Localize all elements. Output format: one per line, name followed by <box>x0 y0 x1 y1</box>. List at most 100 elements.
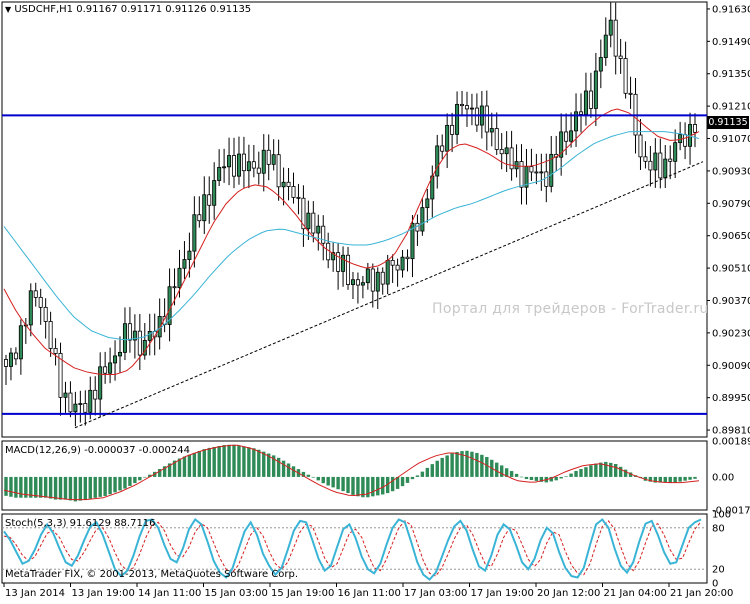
macd-bar <box>148 474 152 477</box>
macd-bar <box>366 476 370 498</box>
candle-body <box>222 166 227 169</box>
candle-body <box>271 154 276 165</box>
stoch-tick-label: 0 <box>712 579 718 590</box>
candle-body <box>400 256 405 271</box>
candle-body <box>118 351 123 357</box>
candle-body <box>455 103 460 135</box>
macd-bar <box>495 462 499 477</box>
macd-bar <box>68 476 73 501</box>
macd-bar <box>465 450 469 477</box>
candle-body <box>598 57 603 72</box>
macd-bar <box>182 456 187 477</box>
macd-bar <box>519 476 524 478</box>
candle-body <box>13 352 18 360</box>
macd-bar <box>609 462 613 477</box>
candle-body <box>549 153 554 187</box>
macd-bar <box>336 476 340 490</box>
macd-bar <box>262 451 266 477</box>
candle-body <box>663 158 668 179</box>
candle-body <box>445 124 450 152</box>
macd-bar <box>19 476 23 498</box>
macd-bar <box>276 457 281 477</box>
macd-bar <box>98 476 102 497</box>
macd-bar <box>460 451 464 477</box>
price-tick-label: 0.90370 <box>712 296 750 307</box>
candle-body <box>350 279 355 285</box>
macd-bar <box>688 476 692 480</box>
macd-bar <box>341 476 345 492</box>
macd-bar <box>138 476 142 481</box>
symbol-timeframe: USDCHF,H1 <box>14 4 74 15</box>
candle-body <box>588 90 593 109</box>
candle-body <box>380 271 385 285</box>
candle-body <box>18 325 23 360</box>
macd-bar <box>584 467 588 477</box>
macd-bar <box>594 463 598 477</box>
stoch-tick-label: 20 <box>712 565 725 576</box>
candle-body <box>514 161 519 170</box>
stoch-panel-frame <box>1 513 708 584</box>
candle-body <box>559 131 564 158</box>
candle-body <box>583 90 588 115</box>
macd-bar <box>361 476 365 498</box>
price-tick-label: 0.89950 <box>712 393 750 404</box>
candle-body <box>668 158 673 162</box>
price-tick-label: 0.91490 <box>712 37 750 48</box>
macd-bar <box>683 476 687 481</box>
candle-body <box>435 145 440 177</box>
candle-body <box>683 134 688 147</box>
macd-bar <box>306 474 311 477</box>
macd-bar <box>207 447 211 477</box>
candle-body <box>291 186 296 198</box>
candle-body <box>638 134 643 158</box>
candle-body <box>504 147 509 155</box>
macd-bar <box>445 455 449 477</box>
macd-bar <box>390 476 395 492</box>
macd-bar <box>331 476 335 488</box>
macd-bar <box>157 469 162 477</box>
candle-body <box>321 225 326 244</box>
candle-body <box>623 58 628 94</box>
candle-body <box>132 330 137 341</box>
candle-body <box>157 316 162 338</box>
candle-body <box>474 107 479 126</box>
candle-body <box>648 160 653 171</box>
time-tick-label: 21 Jan 04:00 <box>604 588 667 599</box>
macd-bar <box>381 476 385 495</box>
macd-bar <box>4 476 8 496</box>
candle-body <box>410 222 415 260</box>
candle-body <box>673 142 678 162</box>
dropdown-arrow-icon[interactable]: ▼ <box>5 5 12 14</box>
candle-body <box>484 105 489 133</box>
candle-body <box>103 366 108 374</box>
macd-bar <box>271 455 276 477</box>
time-tick-label: 15 Jan 19:00 <box>271 588 334 599</box>
candle-body <box>182 259 187 269</box>
candle-body <box>509 147 514 170</box>
candle-body <box>628 92 633 95</box>
candle-body <box>464 105 469 110</box>
candle-body <box>73 403 78 413</box>
candle-body <box>301 197 306 230</box>
candle-body <box>370 268 375 292</box>
candle-body <box>346 254 351 285</box>
candle-body <box>519 161 524 188</box>
candle-body <box>58 353 63 398</box>
macd-bar <box>53 476 58 500</box>
macd-bar <box>311 476 316 478</box>
time-tick-label: 14 Jan 11:00 <box>138 588 201 599</box>
candle-body <box>390 259 395 266</box>
candle-body <box>375 271 380 292</box>
price-tick-label: 0.90230 <box>712 328 750 339</box>
candle-body <box>38 296 43 308</box>
price-tick-label: 0.90650 <box>712 231 750 242</box>
macd-bar <box>192 452 197 477</box>
price-tick-label: 0.89810 <box>712 426 750 437</box>
candle-body <box>241 153 246 172</box>
candle-body <box>192 214 197 252</box>
time-tick-label: 16 Jan 11:00 <box>338 588 401 599</box>
macd-tick-label: 0.001897 <box>712 437 750 448</box>
candle-body <box>311 212 316 234</box>
